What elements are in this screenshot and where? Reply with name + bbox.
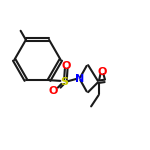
Text: O: O xyxy=(62,61,71,71)
Text: N: N xyxy=(75,74,84,84)
Text: S: S xyxy=(60,77,68,87)
Text: O: O xyxy=(98,67,107,77)
Text: O: O xyxy=(49,86,58,96)
